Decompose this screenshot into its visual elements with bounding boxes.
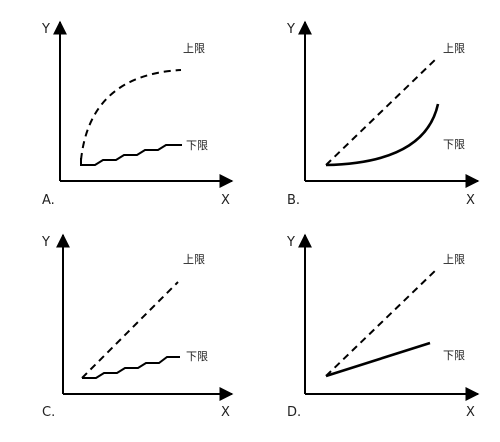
panel-c: Y X C. 上限 下限 <box>41 233 234 420</box>
panel-a-x-label: X <box>221 193 230 208</box>
panel-b-upper-bound-line <box>325 56 439 166</box>
panel-d-upper-label: 上限 <box>443 253 465 266</box>
panel-c-y-label: Y <box>41 235 50 250</box>
panel-d-lower-bound-line <box>325 341 431 378</box>
panel-b-lower-bound-curve <box>325 103 440 167</box>
panel-b-upper-label: 上限 <box>443 42 465 55</box>
panel-a-label: A. <box>42 193 55 208</box>
panel-b-y-label: Y <box>286 22 295 37</box>
panel-d-x-label: X <box>466 405 475 420</box>
panel-a-lower-bound-steps <box>80 144 182 166</box>
panel-c-label: C. <box>42 405 55 420</box>
panel-a: Y X A. 上限 下限 <box>41 20 234 208</box>
panel-a-lower-label: 下限 <box>186 139 208 152</box>
panel-d-lower-label: 下限 <box>443 349 465 362</box>
panel-a-upper-bound-curve <box>80 69 182 161</box>
panel-d-upper-bound-line <box>325 267 439 377</box>
panel-d: Y X D. 上限 下限 <box>286 233 480 420</box>
panel-c-upper-bound-line <box>81 281 179 379</box>
panel-b-label: B. <box>287 193 300 208</box>
panel-c-lower-bound-steps <box>82 356 180 379</box>
panel-d-y-label: Y <box>286 235 295 250</box>
panel-b-lower-label: 下限 <box>443 138 465 151</box>
panel-c-lower-label: 下限 <box>186 350 208 363</box>
panel-c-x-label: X <box>221 405 230 420</box>
panel-d-label: D. <box>287 405 301 420</box>
panel-b-x-label: X <box>466 193 475 208</box>
panel-a-y-label: Y <box>41 22 50 37</box>
panel-b: Y X B. 上限 下限 <box>286 20 480 208</box>
panel-a-upper-label: 上限 <box>183 42 205 55</box>
panel-c-upper-label: 上限 <box>183 253 205 266</box>
